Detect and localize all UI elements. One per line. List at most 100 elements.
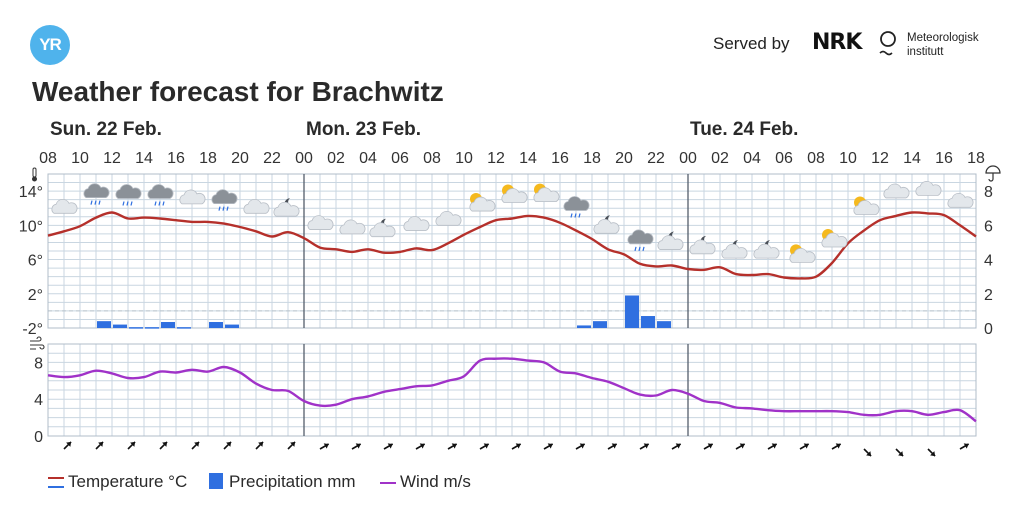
- wind-direction-arrow: [511, 443, 522, 450]
- wind-direction-arrow: [319, 443, 330, 450]
- rain-drop: [574, 213, 577, 218]
- hour-tick-label: 14: [519, 150, 537, 167]
- hour-tick-label: 04: [359, 150, 377, 167]
- wind-line: [47, 357, 977, 423]
- precipitation-bar: [161, 322, 175, 328]
- arrow-head: [930, 451, 936, 457]
- wind-direction-arrow: [63, 441, 72, 450]
- cloud-shape: [273, 201, 300, 217]
- rain-cloud-icon: [83, 183, 110, 205]
- hour-tick-label: 10: [839, 150, 857, 167]
- rain-drop: [642, 246, 645, 251]
- cloud-icon: [339, 219, 366, 235]
- moon-cloud-icon: [721, 240, 748, 259]
- cloud-shape: [501, 188, 528, 203]
- moon-cloud-icon: [753, 240, 780, 259]
- hour-tick-label: 00: [295, 150, 313, 167]
- rain-drop: [94, 200, 97, 205]
- legend-precipitation: Precipitation mm: [209, 472, 356, 492]
- hour-tick-label: 12: [103, 150, 121, 167]
- hour-tick-label: 14: [135, 150, 153, 167]
- temperature-tick-label: -2°: [22, 321, 43, 338]
- rain-cloud-icon: [627, 229, 654, 251]
- arrow-head: [290, 441, 296, 447]
- sun-cloud-icon: [501, 184, 528, 203]
- hour-tick-label: 08: [807, 150, 825, 167]
- wind-direction-arrow: [607, 443, 618, 450]
- arrow-head: [387, 443, 393, 449]
- hour-tick-label: 14: [903, 150, 921, 167]
- cloud-shape: [853, 200, 880, 215]
- moon-cloud-icon: [593, 215, 620, 234]
- arrow-head: [483, 443, 489, 449]
- cloud-shape: [307, 215, 334, 230]
- sun-cloud-icon: [821, 228, 848, 248]
- arrow-head: [98, 441, 104, 447]
- day-label: Mon. 23 Feb.: [306, 119, 421, 140]
- met-institute-icon: [879, 31, 896, 56]
- temperature-tick-label: 6°: [28, 253, 43, 270]
- hour-tick-label: 04: [743, 150, 761, 167]
- wind-direction-arrow: [703, 443, 714, 450]
- met-line2: institutt: [907, 46, 944, 58]
- wind-direction-arrow: [575, 443, 586, 450]
- wind-direction-arrow: [479, 443, 490, 450]
- hour-tick-label: 16: [935, 150, 953, 167]
- arrow-head: [66, 441, 72, 447]
- cloud-icon: [435, 210, 462, 226]
- arrow-head: [226, 441, 232, 447]
- cloud-icon: [243, 198, 270, 214]
- rain-drop: [162, 201, 165, 206]
- arrow-head: [643, 443, 649, 449]
- arrow-head: [707, 443, 713, 449]
- sun-cloud-icon: [853, 196, 880, 215]
- arrow-head: [611, 443, 617, 449]
- cloud-shape: [883, 183, 910, 199]
- arrow-head: [355, 443, 361, 449]
- precipitation-bar: [97, 321, 111, 328]
- arrow-head: [963, 443, 969, 449]
- served-by-label: Served by: [713, 34, 790, 53]
- hour-tick-label: 20: [615, 150, 633, 167]
- cloud-shape: [243, 198, 270, 214]
- cloud-shape: [657, 235, 684, 250]
- yr-logo: YR: [30, 25, 70, 65]
- hour-tick-label: 00: [679, 150, 697, 167]
- arrow-head: [258, 441, 264, 447]
- sun-cloud-icon: [533, 183, 560, 203]
- day-label: Sun. 22 Feb.: [50, 119, 162, 140]
- wind-legend-label: Wind m/s: [400, 472, 471, 491]
- cloud-shape: [789, 248, 816, 263]
- cloud-shape: [753, 243, 780, 259]
- cloud-shape: [627, 229, 654, 245]
- rain-drop: [634, 246, 637, 251]
- arrow-head: [898, 451, 904, 457]
- cloud-shape: [369, 222, 396, 238]
- arrow-head: [515, 443, 521, 449]
- rain-drop: [154, 201, 157, 206]
- forecast-chart: Sun. 22 Feb. Mon. 23 Feb. Tue. 24 Feb.08 10…: [19, 119, 1001, 457]
- arrow-head: [194, 441, 200, 447]
- temperature-tick-label: 14°: [19, 184, 43, 201]
- rain-drop: [98, 200, 101, 205]
- hour-tick-label: 22: [263, 150, 281, 167]
- wind-direction-arrow: [959, 443, 970, 450]
- hour-tick-label: 18: [967, 150, 985, 167]
- cloud-shape: [593, 218, 620, 234]
- cloud-shape: [403, 216, 430, 231]
- wind-direction-arrow: [447, 443, 458, 450]
- hour-tick-label: 12: [871, 150, 889, 167]
- wind-direction-arrow: [223, 441, 232, 450]
- rain-cloud-icon: [115, 184, 142, 206]
- arrow-head: [323, 443, 329, 449]
- arrow-head: [739, 443, 745, 449]
- cloud-icon: [883, 183, 910, 199]
- cloud-shape: [947, 192, 974, 208]
- rain-drop: [222, 206, 225, 211]
- cloud-shape: [469, 196, 496, 212]
- wind-direction-arrow: [767, 443, 778, 450]
- cloud-shape: [115, 184, 142, 199]
- umbrella-icon: [985, 165, 1001, 182]
- moon-cloud-icon: [689, 235, 716, 255]
- precipitation-tick-label: 4: [984, 253, 993, 270]
